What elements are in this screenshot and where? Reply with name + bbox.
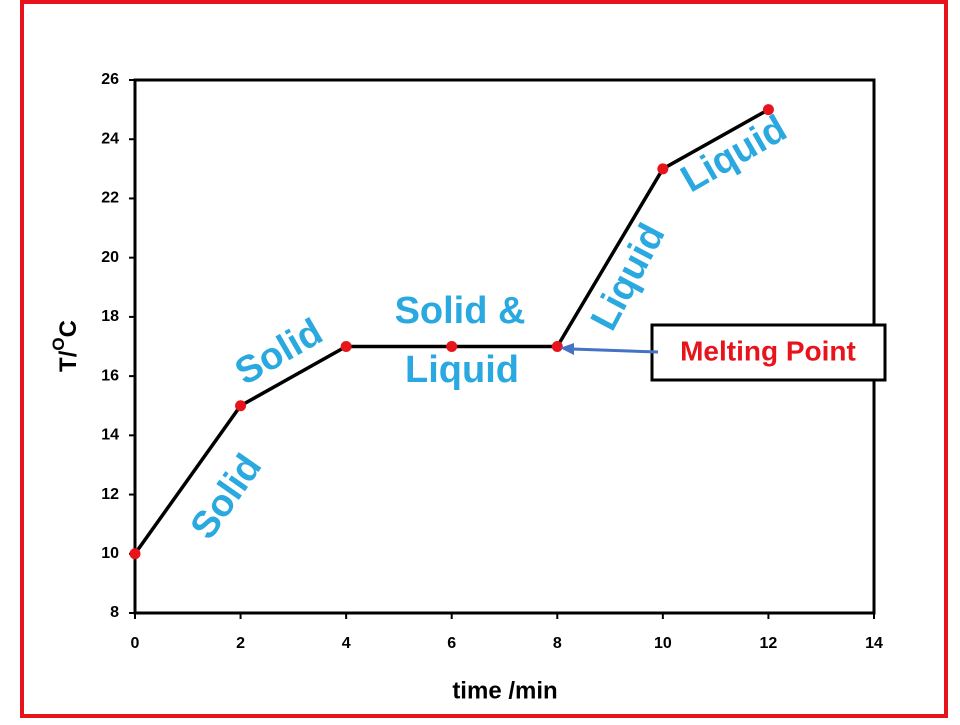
x-tick-label: 12 xyxy=(760,635,778,652)
x-tick-label: 8 xyxy=(553,635,562,652)
x-tick-label: 4 xyxy=(342,635,351,652)
page-frame xyxy=(20,0,948,718)
y-tick-label: 12 xyxy=(101,486,119,503)
y-tick-label: 22 xyxy=(101,190,119,207)
y-tick-label: 26 xyxy=(101,71,119,88)
x-tick-label: 2 xyxy=(236,635,245,652)
x-axis-label: time /min xyxy=(452,677,557,704)
point xyxy=(340,341,352,352)
annotation: Solid xyxy=(183,447,271,547)
callout-arrowhead xyxy=(560,343,574,355)
y-tick-label: 14 xyxy=(101,427,119,444)
y-label-part: T/ xyxy=(55,350,82,372)
y-tick-label: 10 xyxy=(101,545,119,562)
y-tick-label: 24 xyxy=(101,130,119,147)
annotation: Liquid xyxy=(674,108,794,201)
y-tick-label: 8 xyxy=(110,604,119,621)
point xyxy=(235,400,247,412)
y-label-part: C xyxy=(55,320,82,337)
callout-text: Melting Point xyxy=(680,335,856,366)
y-tick-label: 18 xyxy=(101,308,119,325)
x-tick-label: 0 xyxy=(131,635,140,652)
point xyxy=(129,548,141,560)
y-tick-label: 16 xyxy=(101,367,119,384)
x-tick-label: 10 xyxy=(654,635,672,652)
y-label-sup: O xyxy=(49,337,68,350)
callout-box xyxy=(650,323,887,382)
x-tick-label: 14 xyxy=(865,635,883,652)
x-tick-label: 6 xyxy=(447,635,456,652)
callout-arrow xyxy=(571,347,659,354)
y-axis-label: T/OC xyxy=(49,320,82,372)
annotation: Solid xyxy=(228,311,329,394)
annotation: Solid & xyxy=(395,290,526,332)
point xyxy=(762,104,774,116)
point xyxy=(446,341,458,352)
y-tick-label: 20 xyxy=(101,249,119,266)
annotation: Liquid xyxy=(405,349,519,391)
point xyxy=(551,341,563,352)
point xyxy=(657,163,669,175)
